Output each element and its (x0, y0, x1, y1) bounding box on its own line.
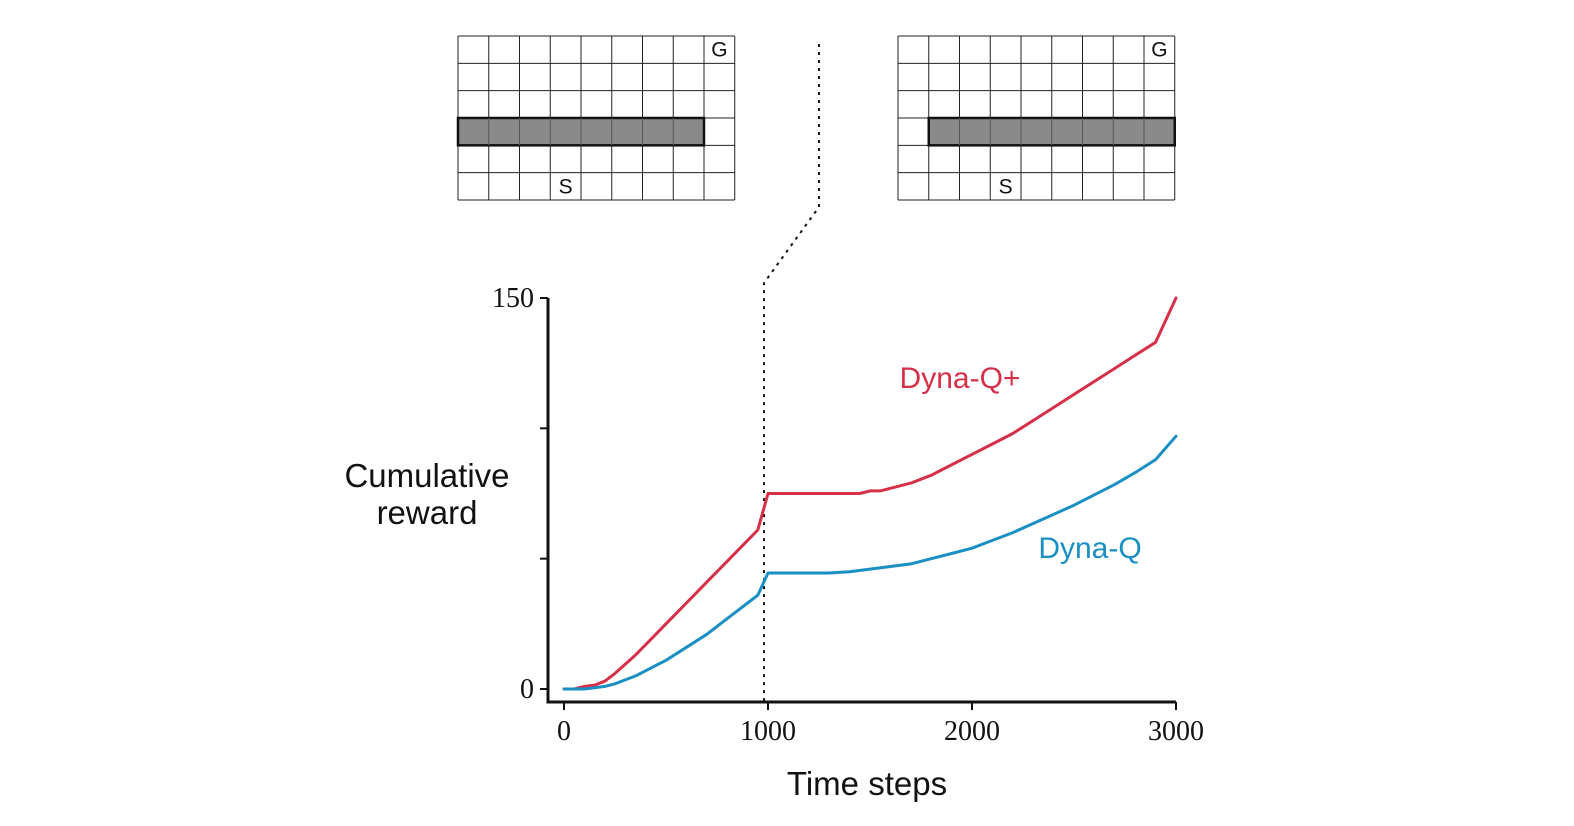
y-tick-label: 150 (492, 283, 534, 314)
axes: 0 150 0 1000 2000 3000 (492, 283, 1204, 747)
gridworld-after: GS (897, 35, 1176, 201)
series-label-dyna-q: Dyna-Q (1038, 532, 1141, 565)
x-tick-label: 2000 (944, 716, 1000, 747)
gridworld-before: GS (456, 35, 736, 201)
change-connector-line (763, 44, 820, 701)
goal-label: G (711, 39, 727, 62)
chart: 0 150 0 1000 2000 3000 (492, 283, 1204, 747)
series-label-dyna-q-plus: Dyna-Q+ (900, 362, 1021, 395)
start-label: S (999, 175, 1013, 198)
series-layer (562, 296, 1178, 691)
x-tick-label: 0 (557, 716, 571, 747)
y-axis-title-line1: Cumulative (344, 457, 509, 494)
start-label: S (559, 175, 573, 198)
x-tick-label: 3000 (1148, 716, 1204, 747)
series-line-dyna-q (562, 434, 1178, 691)
x-axis-title: Time steps (787, 765, 947, 802)
y-tick-label: 0 (520, 674, 534, 705)
x-tick-label: 1000 (740, 716, 796, 747)
series-line-dyna-q-plus (562, 296, 1178, 691)
goal-label: G (1151, 39, 1167, 62)
y-axis-title-line2: reward (377, 494, 478, 531)
